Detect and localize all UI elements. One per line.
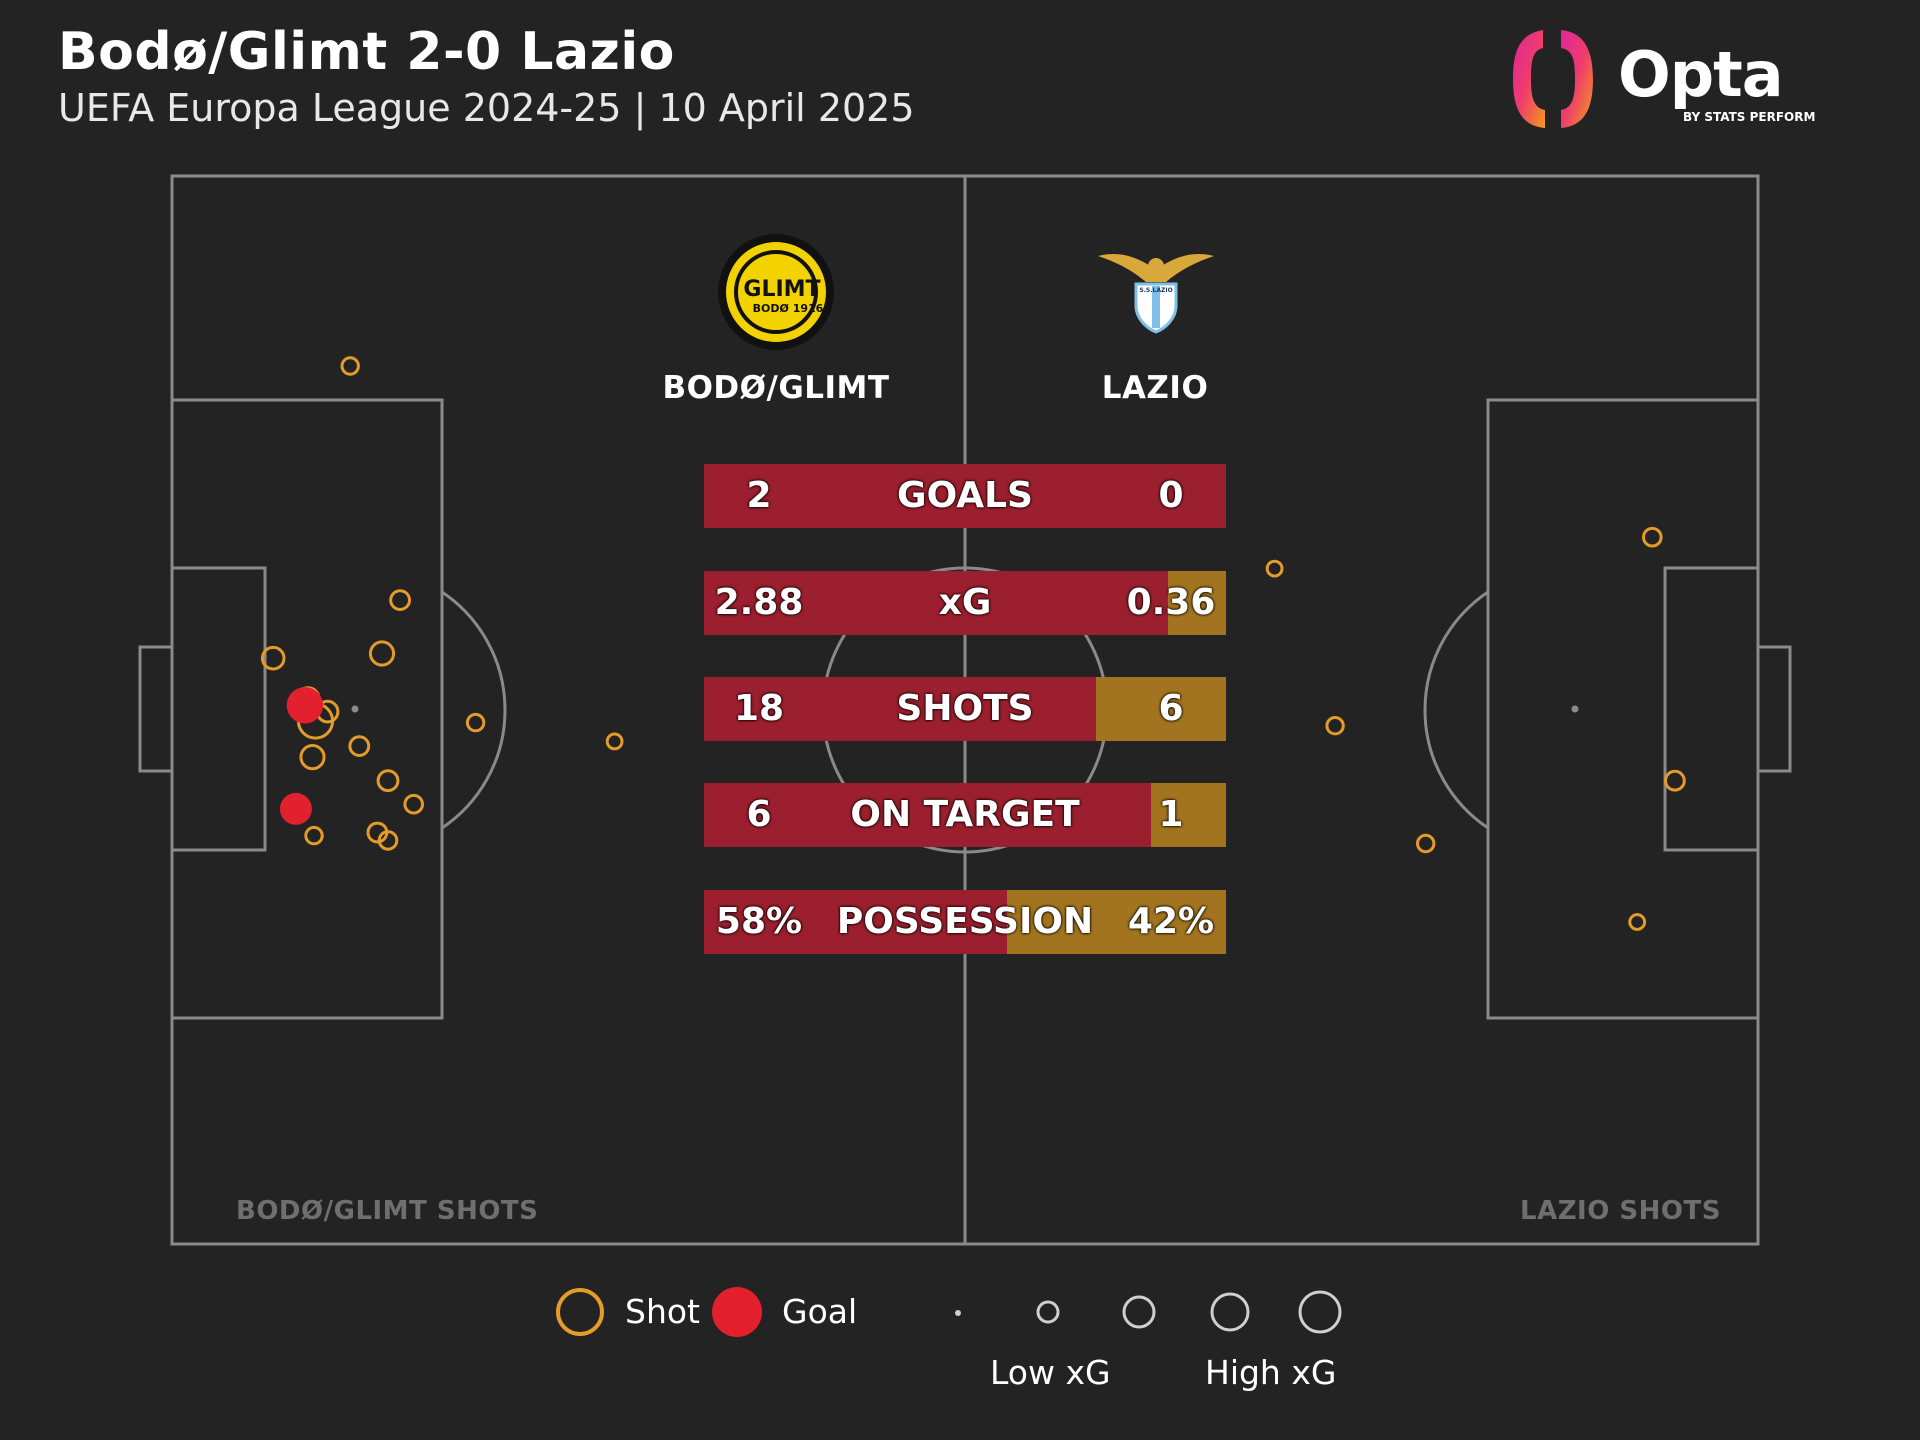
stat-row-goals: 2 GOALS 0 [704,464,1226,528]
away-shot-marker-2 [1325,716,1345,736]
opta-logo-icon [1513,30,1593,128]
home-shot-marker-17 [403,793,425,815]
legend-shot-label: Shot [625,1292,700,1331]
legend-xg-size-1 [955,1310,961,1316]
home-crest-inner-ring [734,250,818,334]
stat-bar-away [1096,677,1226,741]
legend-xg-size-2 [1036,1300,1060,1324]
stat-away-value: 0.36 [1126,582,1216,623]
home-crest: GLIMT BODØ 1916 [718,234,834,350]
stat-row-xg: 2.88 xG 0.36 [704,571,1226,635]
home-shot-marker-2 [260,645,286,671]
opta-tagline: BY STATS PERFORM [1683,110,1816,124]
home-shot-marker-0 [340,356,360,376]
home-shot-marker-1 [389,589,412,611]
page-title: Bodø/Glimt 2-0 Lazio [58,22,675,82]
stat-away-value: 6 [1158,688,1184,729]
away-crest-text: S.S.LAZIO [1139,287,1172,294]
stat-label: GOALS [897,475,1033,516]
home-shot-marker-16 [605,732,624,751]
stat-bar-home [704,783,1151,847]
pitch-lines [138,174,1792,1246]
legend-xg-size-5 [1298,1290,1342,1334]
legend-markers [556,1287,1342,1337]
stat-label: ON TARGET [850,794,1080,835]
home-shot-marker-13 [304,825,324,846]
home-team-name: BODØ/GLIMT [662,370,890,406]
stat-bar-away [1007,890,1226,954]
legend-goal-label: Goal [782,1292,858,1331]
stat-label: POSSESSION [836,901,1094,942]
legend-low-xg-label: Low xG [990,1353,1111,1392]
right-penalty-spot [1571,705,1579,713]
opta-wordmark: Opta [1618,38,1784,111]
stat-home-value: 18 [733,688,785,729]
home-shot-marker-9 [348,735,371,757]
legend-high-xg-label: High xG [1205,1353,1337,1392]
stat-label: xG [938,582,992,623]
home-shot-marker-4 [465,712,486,733]
home-crest-text: GLIMT [743,277,820,302]
left-six-yard-box [170,566,267,852]
left-goal [138,645,174,773]
page-subtitle: UEFA Europa League 2024-25 | 10 April 20… [58,86,915,130]
away-crest-stripe [1152,286,1160,328]
stat-bar-home [704,677,1096,741]
right-penalty-area [1486,398,1760,1020]
stat-row-possession: 58% POSSESSION 42% [704,890,1226,954]
stat-label: SHOTS [896,688,1034,729]
away-crest: S.S.LAZIO [1098,253,1214,334]
home-crest-subtext: BODØ 1916 [753,302,824,315]
home-shot-marker-11 [376,769,400,793]
legend-shot-marker [556,1288,604,1336]
away-shot-marker-5 [1628,913,1647,931]
stat-home-value: 6 [746,794,772,835]
away-crest-wings [1098,253,1214,282]
home-crest-disc [726,242,826,342]
stat-away-value: 1 [1158,794,1184,835]
stat-bar-away [1168,571,1226,635]
away-shot-marker-1 [1265,559,1284,578]
legend-xg-size-4 [1210,1292,1250,1332]
left-penalty-arc [441,590,507,830]
home-shots-label: BODØ/GLIMT SHOTS [236,1196,539,1226]
stat-bar-home [704,571,1168,635]
left-penalty-spot [351,705,359,713]
away-team-name: LAZIO [1101,370,1209,406]
right-goal [1756,645,1792,773]
legend-xg-size-3 [1122,1295,1156,1329]
stat-row-on-target: 6 ON TARGET 1 [704,783,1226,847]
stat-row-shots: 18 SHOTS 6 [704,677,1226,741]
right-six-yard-box [1663,566,1760,852]
stat-home-value: 2 [746,475,772,516]
right-penalty-arc [1423,590,1489,830]
home-shot-marker-8 [286,687,324,724]
home-shot-marker-3 [368,640,396,667]
shots-layer [260,356,1686,931]
home-shot-marker-10 [299,744,326,771]
stat-away-value: 42% [1127,901,1215,942]
stat-home-value: 2.88 [714,582,804,623]
legend-goal-marker [712,1287,762,1337]
stat-home-value: 58% [715,901,803,942]
home-shot-marker-15 [377,830,399,851]
stat-bar-home [704,464,1226,528]
stat-away-value: 0 [1158,475,1184,516]
stat-bar-home [704,890,1007,954]
away-crest-eagle-head [1148,258,1164,274]
away-shot-marker-0 [1642,526,1663,548]
away-shot-marker-4 [1416,833,1436,854]
away-shot-marker-3 [1664,769,1686,792]
opta-logo: Opta BY STATS PERFORM [1505,24,1825,134]
stat-bar-away [1151,783,1226,847]
away-shots-label: LAZIO SHOTS [1520,1196,1721,1226]
home-shot-marker-12 [279,792,312,825]
